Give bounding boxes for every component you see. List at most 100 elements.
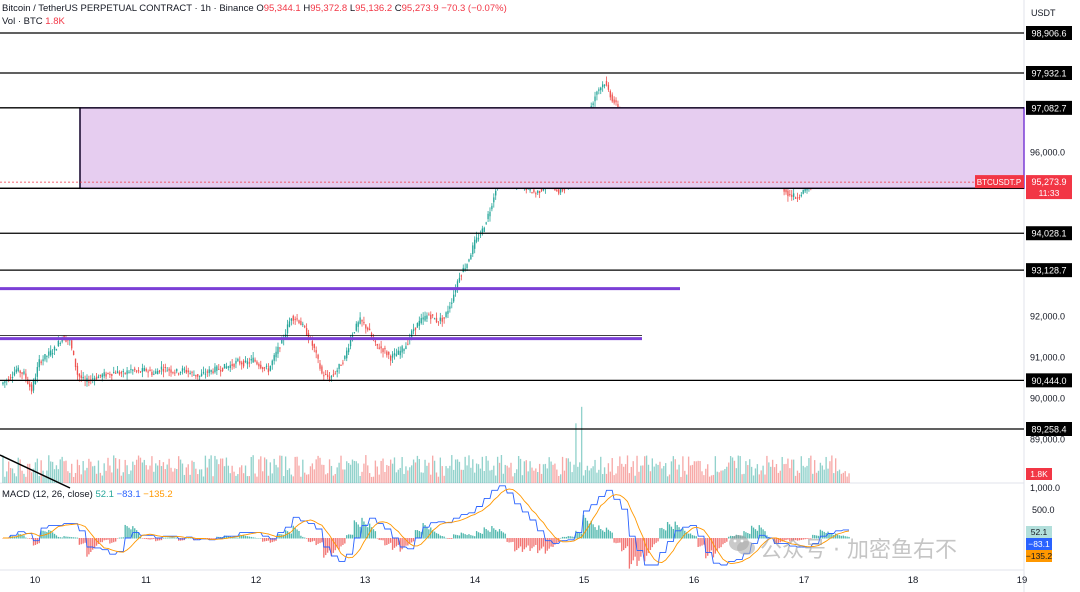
candle-body [218, 368, 220, 370]
macd-histogram-bar [34, 538, 37, 545]
volume-bar [130, 470, 132, 483]
macd-histogram-bar [134, 528, 136, 539]
candle-body [376, 343, 378, 346]
macd-histogram-bar [678, 527, 680, 539]
candle-body [353, 332, 356, 334]
candle-body [254, 359, 256, 362]
low-label: L [349, 3, 356, 14]
candle-body [202, 371, 205, 374]
levels-layer[interactable] [0, 32, 1025, 489]
macd-histogram-bar [764, 531, 766, 539]
volume-bar [389, 459, 392, 483]
volume-bar [835, 458, 837, 483]
macd-histogram-bar [65, 536, 67, 539]
macd-histogram-bar [483, 527, 485, 539]
volume-bar [535, 468, 537, 483]
candle-body [596, 91, 598, 95]
candle-body [365, 324, 367, 329]
macd-histogram-bar [432, 530, 434, 539]
macd-hist-value: 52.1 [95, 489, 114, 500]
volume-bar [428, 462, 430, 483]
macd-histogram-bar [510, 538, 512, 543]
macd-histogram-bar [624, 538, 627, 549]
volume-bar [279, 455, 281, 483]
candle-body [128, 371, 130, 373]
volume-bar [55, 465, 58, 483]
volume-bar [817, 470, 820, 483]
volume-bar [802, 465, 804, 483]
volume-bar [844, 471, 846, 483]
volume-bar [544, 463, 547, 483]
volume-bar [655, 463, 657, 483]
volume-bar [487, 460, 489, 483]
macd-histogram-bar [603, 531, 606, 539]
macd-value-label: 52.1 [1031, 527, 1048, 537]
candle-body [347, 348, 350, 353]
volume-bar [493, 465, 495, 483]
volume-bar [770, 466, 772, 483]
macd-histogram-bar [815, 535, 818, 539]
volume-bar [147, 469, 149, 483]
macd-histogram-bar [239, 534, 241, 539]
volume-bar [430, 474, 432, 483]
macd-histogram-bar [321, 538, 323, 543]
candle-body [235, 360, 237, 364]
macd-histogram-bar [775, 538, 778, 544]
candle-body [174, 372, 176, 374]
candle-body [15, 369, 17, 373]
volume-bar [792, 459, 795, 483]
volume-bar [151, 456, 153, 483]
volume-bar [361, 471, 363, 483]
supply-zone [79, 107, 1025, 190]
volume-bar [88, 458, 90, 483]
macd-histogram-bar [517, 538, 520, 549]
candle-body [340, 364, 342, 366]
macd-histogram-bar [67, 536, 69, 539]
volume-bar [567, 458, 569, 483]
macd-histogram-bar [636, 538, 638, 566]
volume-bar [304, 472, 306, 483]
volume-bar [118, 459, 121, 483]
macd-histogram-bar [78, 538, 81, 545]
macd-histogram-bar [61, 537, 63, 539]
high-label: H [303, 3, 311, 14]
macd-histogram-bar [42, 530, 44, 539]
macd-histogram-bar [712, 538, 715, 558]
candle-body [172, 372, 174, 374]
candle-body [195, 374, 197, 377]
macd-histogram-bar [611, 532, 613, 539]
macd-histogram-bar [391, 538, 394, 550]
volume-bar [225, 457, 228, 483]
candle-body [428, 314, 430, 316]
macd-histogram-bar [19, 534, 21, 539]
volume-bar [554, 463, 556, 483]
candle-body [464, 268, 466, 271]
candle-body [330, 375, 333, 378]
candle-body [334, 373, 336, 375]
macd-histogram-bar [53, 533, 56, 539]
volume-bar [311, 463, 314, 483]
volume-bar [598, 469, 600, 483]
volume-bar [359, 475, 361, 483]
volume-bar [101, 475, 103, 483]
macd-histogram-bar [258, 538, 260, 539]
macd-histogram-bar [155, 538, 157, 542]
macd-histogram-bar [328, 538, 331, 551]
macd-histogram-bar [600, 529, 602, 539]
price-axis[interactable]: 98,906.697,932.197,082.795,122.594,028.1… [975, 26, 1072, 562]
volume-bar [464, 456, 466, 483]
macd-signal-line [3, 488, 850, 565]
candle-body [164, 367, 166, 369]
volume-bar [4, 476, 6, 483]
volume-bar [749, 459, 751, 483]
volume-bar [668, 474, 671, 483]
macd-histogram-bar [275, 538, 277, 541]
macd-histogram-bar [697, 538, 699, 547]
volume-bar [321, 464, 323, 483]
volume-bar [319, 457, 321, 483]
macd-histogram-bar [485, 529, 487, 539]
macd-histogram-bar [649, 538, 652, 551]
time-axis[interactable]: 10 11 12 13 14 15 16 17 18 19 [30, 575, 1028, 586]
